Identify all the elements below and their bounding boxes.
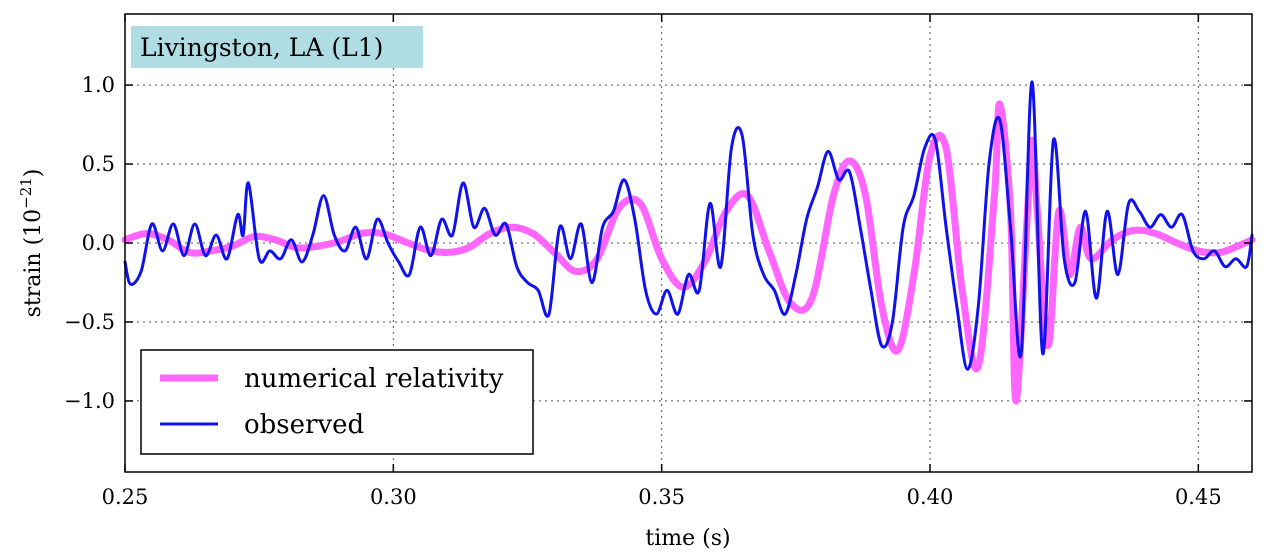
series-line-observed <box>123 80 1254 371</box>
y-tick-label: −1.0 <box>64 389 115 413</box>
y-tick-label: 0.5 <box>82 152 115 176</box>
y-axis-label-exponent: −21 <box>17 177 35 209</box>
series-lines <box>121 80 1256 405</box>
y-axis-label: strain (10−21) <box>17 169 46 318</box>
legend: numerical relativity observed <box>140 349 534 455</box>
x-tick-label: 0.40 <box>907 485 954 509</box>
y-axis-label-main: strain (10 <box>21 209 46 318</box>
annotation-background <box>131 26 423 68</box>
x-tick-label: 0.45 <box>1175 485 1222 509</box>
legend-label-numerical-relativity: numerical relativity <box>244 364 504 394</box>
x-tick-label: 0.25 <box>102 485 149 509</box>
annotation-text: Livingston, LA (L1) <box>140 33 383 62</box>
axis-ticks: 0.25 0.30 0.35 0.40 0.45 1.0 0.5 0.0 −0.5 −1.0 <box>64 14 1252 509</box>
y-axis-label-close: ) <box>21 169 46 178</box>
legend-frame <box>140 349 534 455</box>
legend-label-observed: observed <box>244 410 364 440</box>
x-tick-label: 0.30 <box>370 485 417 509</box>
y-tick-label: 0.0 <box>82 231 115 255</box>
x-axis-label: time (s) <box>645 526 730 551</box>
x-tick-label: 0.35 <box>638 485 685 509</box>
y-tick-label: −0.5 <box>64 310 115 334</box>
y-tick-label: 1.0 <box>82 73 115 97</box>
annotation-box: Livingston, LA (L1) <box>131 26 423 68</box>
